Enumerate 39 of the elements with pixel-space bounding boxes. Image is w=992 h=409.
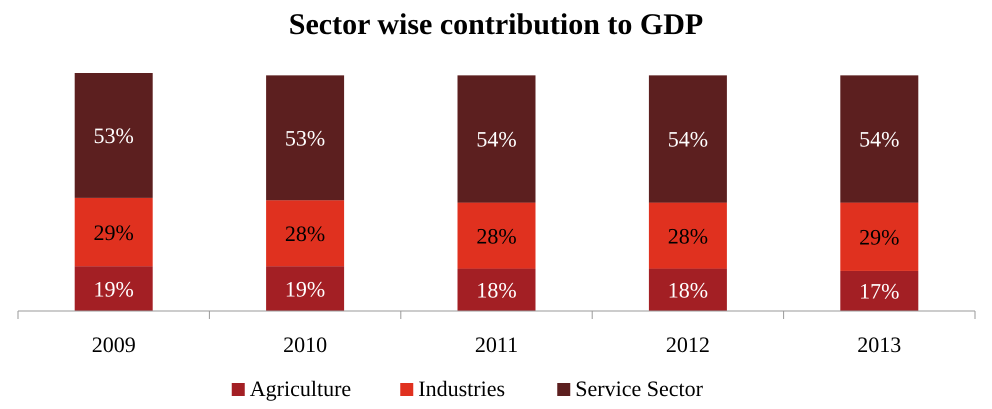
data-label: 28% <box>668 223 708 248</box>
data-label: 19% <box>284 276 326 302</box>
bar <box>840 270 918 311</box>
data-label: 18% <box>668 277 708 302</box>
legend-label: Agriculture <box>250 376 352 401</box>
bar <box>648 75 727 203</box>
legend-label: Industries <box>418 376 506 401</box>
bar <box>648 202 727 269</box>
data-label: 29% <box>859 224 900 250</box>
bar <box>266 266 344 311</box>
bar <box>458 75 536 203</box>
data-label: 54% <box>476 126 517 152</box>
bar <box>458 268 536 311</box>
bar <box>840 202 918 271</box>
data-label: 17% <box>859 278 900 304</box>
bar <box>458 202 536 269</box>
legend-label: Service Sector <box>575 376 704 401</box>
x-tick-label: 2010 <box>283 332 328 357</box>
data-label: 54% <box>859 126 900 152</box>
bar <box>648 268 727 311</box>
x-tick-label: 2012 <box>666 332 710 357</box>
data-label: 54% <box>668 126 708 152</box>
data-label: 53% <box>284 126 326 150</box>
data-label: 19% <box>94 276 134 302</box>
x-tick-label: 2009 <box>92 332 136 357</box>
data-label: 29% <box>94 220 134 245</box>
bar <box>266 200 344 266</box>
data-label: 53% <box>94 123 134 148</box>
x-tick-label: 2013 <box>857 332 902 357</box>
data-label: 18% <box>476 277 517 302</box>
bar <box>266 75 344 200</box>
bar <box>74 266 153 311</box>
x-tick-label: 2011 <box>474 332 518 357</box>
data-label: 28% <box>476 223 517 248</box>
chart-title: Sector wise contribution to GDP <box>288 8 704 41</box>
bar <box>74 198 153 266</box>
bar <box>74 73 153 198</box>
data-label: 28% <box>284 220 326 246</box>
bar <box>840 75 918 203</box>
